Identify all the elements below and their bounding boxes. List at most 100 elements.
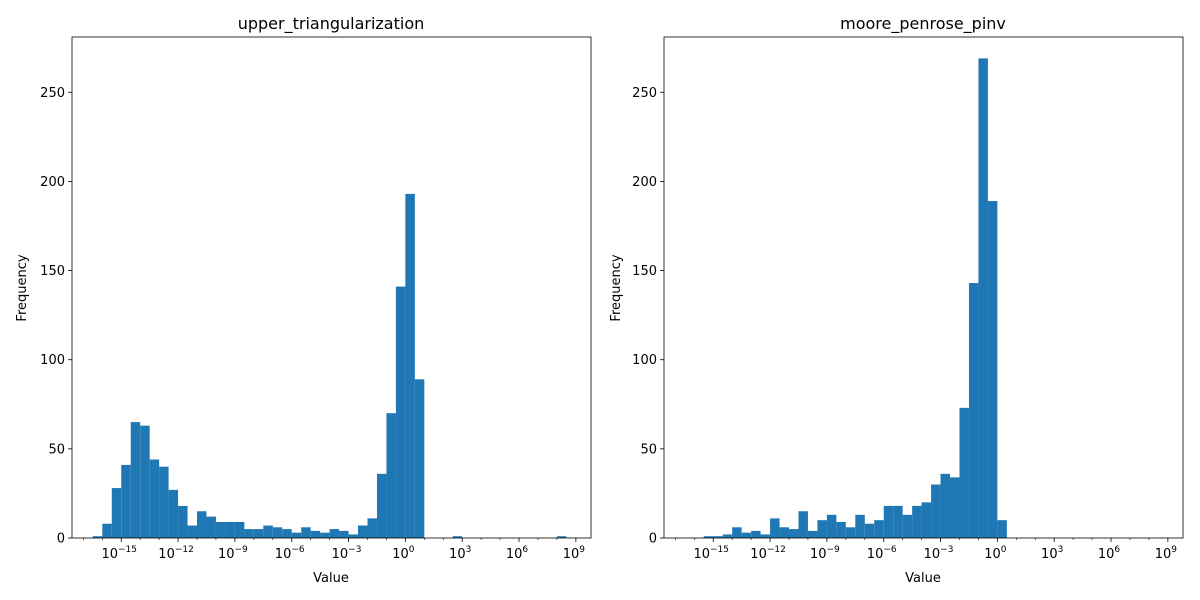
histogram-bar [215,521,226,538]
histogram-bar [386,413,396,538]
histogram-bar [102,523,112,538]
histogram-bar [807,530,818,538]
y-axis-label: Frequency [15,254,30,321]
histogram-bar [826,514,837,538]
x-tick-label: 10−15 [101,545,137,562]
x-tick-label: 109 [1155,545,1178,562]
histogram-bar [902,514,913,538]
chart-title: moore_penrose_pinv [840,14,1006,34]
x-tick-label: 10−3 [924,545,954,562]
x-tick-label: 10−6 [275,545,305,562]
histogram-bar [339,530,349,538]
histogram-bar [358,525,368,538]
histogram-bar [348,534,359,538]
histogram-bar [997,520,1007,538]
histogram-bar [978,58,988,538]
histogram-bar [92,536,103,538]
histogram-bar [789,529,799,538]
histogram-bar [779,527,790,538]
x-tick-label: 100 [984,545,1007,562]
histogram-bar [121,464,131,538]
histogram-bar [722,534,733,538]
x-tick-label: 10−15 [693,545,729,562]
histogram-bar [751,530,761,538]
y-tick-label: 100 [632,353,657,368]
x-tick-label: 10−12 [750,545,786,562]
x-tick-label: 106 [506,545,529,562]
y-tick-label: 50 [640,442,657,457]
histogram-bar [703,536,714,538]
histogram-bar [798,511,808,538]
histogram-bar [452,536,463,538]
histogram-bar [760,534,771,538]
histogram-bar [741,532,752,538]
histogram-bar [893,505,903,538]
y-tick-label: 100 [40,353,65,368]
histogram-bar [864,523,875,538]
y-tick-label: 0 [57,532,65,547]
histogram-bar [883,505,894,538]
histogram-bar [244,529,254,538]
histogram-bar [263,525,273,538]
histogram-bar [178,505,188,538]
histogram-bar [272,527,283,538]
chart-title: upper_triangularization [238,14,425,34]
histogram-bar [206,516,216,538]
histogram-bar [395,286,406,538]
histogram-bar [234,521,245,538]
x-tick-label: 10−6 [867,545,897,562]
panel-upper-triangularization: upper_triangularization 0 50 100 150 200 250 1… [15,14,592,586]
x-tick-label: 103 [1041,545,1063,562]
x-tick-label: 10−3 [332,545,362,562]
histogram-bar [367,518,377,538]
histogram-bar [556,536,567,538]
histogram-bar [149,459,160,538]
histogram-bar [836,521,846,538]
y-tick-label: 200 [632,175,657,190]
histogram-bar [931,484,941,538]
histogram-bar [855,514,865,538]
histogram-bar [329,529,340,538]
y-tick-label: 0 [649,532,657,547]
histogram-bar [140,425,150,538]
histogram-bar [168,489,179,538]
histogram-bar [950,477,960,538]
x-axis-label: Value [905,571,941,586]
y-tick-label: 200 [40,175,65,190]
histogram-bar [845,527,856,538]
histogram-bar [959,407,969,538]
histogram-bar [253,529,264,538]
plot-area: 0 50 100 150 200 250 10−15 10−12 10−9 10−6 10−3 100… [632,36,1184,562]
y-tick-label: 250 [40,86,65,101]
histogram-bar [940,473,951,538]
histogram-bar [159,466,169,538]
x-tick-label: 100 [392,545,415,562]
histogram-bar [282,529,292,538]
histogram-bar [376,473,387,538]
histogram-bar [197,511,207,538]
histogram-bar [921,502,932,538]
y-axis-label: Frequency [609,254,624,321]
y-tick-label: 150 [632,264,657,279]
x-tick-label: 106 [1098,545,1121,562]
x-tick-label: 103 [449,545,471,562]
histogram-bar [732,527,742,538]
histogram-bar [225,521,235,538]
histogram-bar [301,527,311,538]
histogram-bar [320,532,330,538]
x-tick-label: 10−12 [158,545,194,562]
histogram-bar [817,520,827,538]
histogram-bar [291,532,302,538]
histogram-bar [405,193,415,538]
x-axis-label: Value [313,571,349,586]
histogram-bar [187,525,198,538]
histogram-bar [968,283,979,538]
histogram-bar [130,422,141,538]
histogram-bar [987,201,998,538]
histogram-bar [912,505,922,538]
panel-moore-penrose-pinv: moore_penrose_pinv 0 50 100 150 200 250 10−15 1… [609,14,1184,586]
histogram-bar [310,530,321,538]
axes-frame [71,36,592,539]
histogram-bar [874,520,884,538]
